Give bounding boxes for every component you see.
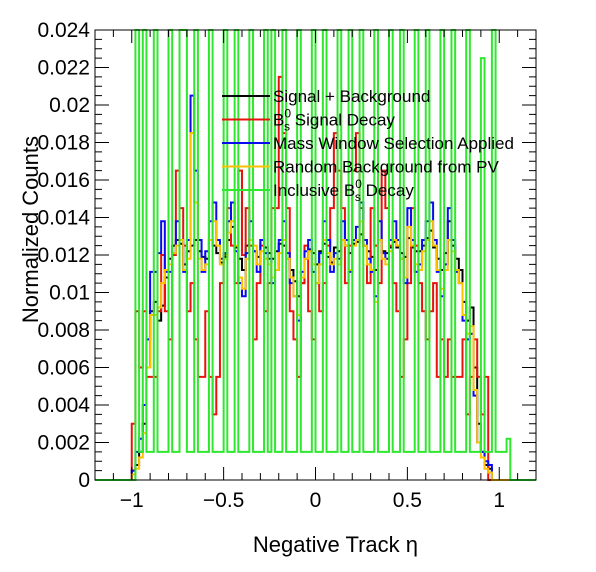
legend-label-3: Random Background from PV (273, 158, 499, 177)
y-tick-label: 0.004 (37, 394, 90, 417)
y-tick-label: 0.016 (37, 169, 90, 192)
x-axis-title: Negative Track η (253, 532, 418, 557)
y-tick-label: 0.022 (37, 57, 90, 80)
y-tick-label: 0.006 (37, 357, 90, 380)
y-axis-title: Normalized Counts (18, 136, 43, 323)
y-tick-label: 0 (78, 469, 90, 492)
y-tick-label: 0.012 (37, 244, 90, 267)
y-tick-label: 0.024 (37, 19, 90, 42)
x-tick-label: 1 (493, 489, 505, 512)
legend-label-1: B0 s Signal Decay (273, 107, 395, 134)
x-tick-label: −0.5 (203, 489, 244, 512)
x-tick-label: −1 (120, 489, 144, 512)
legend-label-2: Mass Window Selection Applied (273, 134, 514, 153)
y-tick-label: 0.008 (37, 319, 90, 342)
y-tick-label: 0.02 (49, 94, 90, 117)
x-tick-label: 0 (310, 489, 322, 512)
legend-label-4: Inclusive B0 s Decay (273, 177, 414, 204)
y-tick-label: 0.01 (49, 282, 90, 305)
legend-label-0: Signal + Background (273, 87, 430, 106)
tick-labels: 0 0.002 0.004 0.006 0.008 0.01 0.012 0.014 0.016… (37, 19, 505, 512)
y-tick-label: 0.014 (37, 207, 90, 230)
y-tick-label: 0.018 (37, 132, 90, 155)
x-tick-label: 0.5 (393, 489, 422, 512)
ticks-layer (94, 29, 537, 481)
series-layer (95, 29, 536, 481)
series-4-histogram (95, 29, 536, 481)
y-tick-label: 0.002 (37, 432, 90, 455)
